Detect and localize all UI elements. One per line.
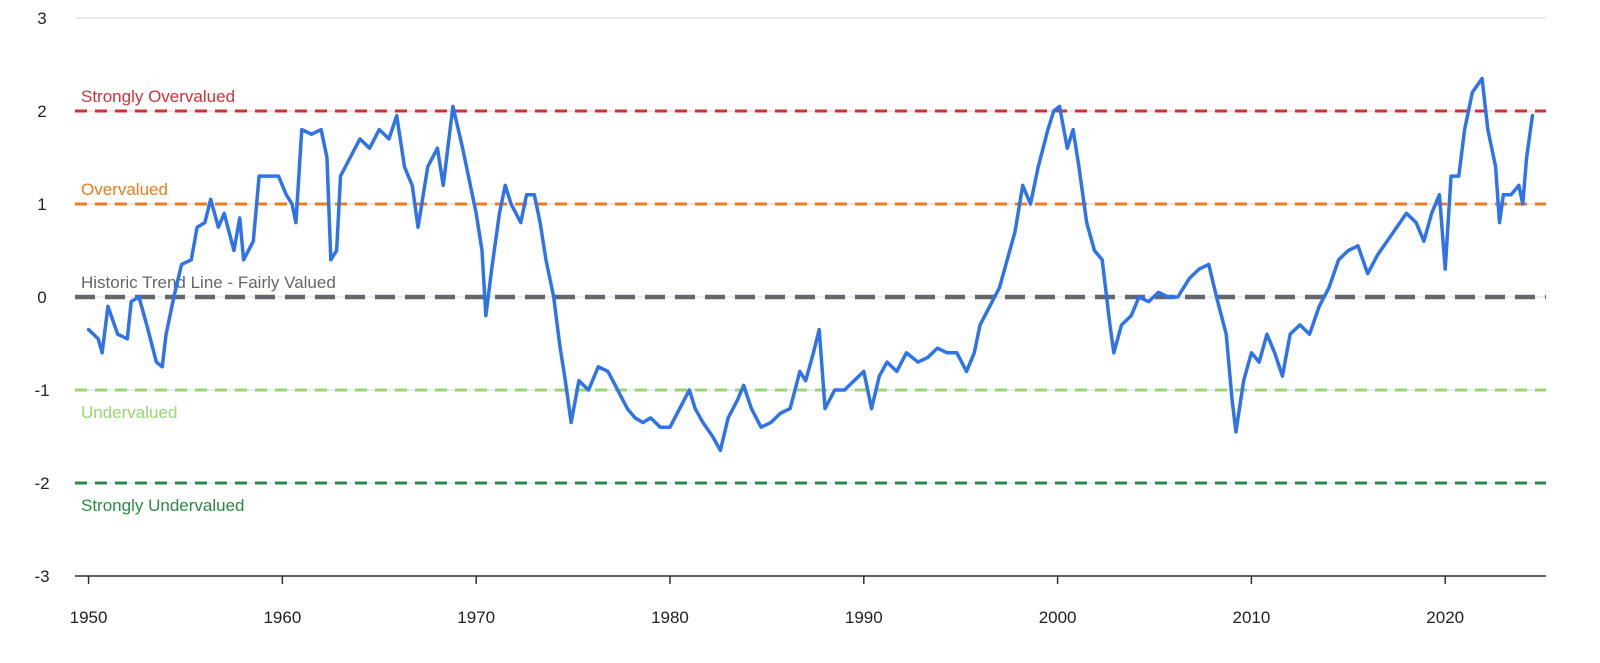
y-tick-label: -2 <box>34 474 49 493</box>
y-tick-label: 2 <box>37 102 46 121</box>
x-tick-label: 2000 <box>1039 608 1077 627</box>
y-tick-label: 0 <box>37 288 46 307</box>
reference-label: Strongly Undervalued <box>81 496 244 515</box>
reference-label: Overvalued <box>81 180 168 199</box>
reference-label: Undervalued <box>81 403 177 422</box>
x-tick-label: 1990 <box>845 608 883 627</box>
y-tick-label: -1 <box>34 381 49 400</box>
x-tick-label: 1970 <box>457 608 495 627</box>
y-tick-label: 1 <box>37 195 46 214</box>
y-tick-label: -3 <box>34 567 49 586</box>
y-tick-label: 3 <box>37 9 46 28</box>
x-tick-label: 1960 <box>263 608 301 627</box>
series-line <box>86 76 1535 453</box>
x-tick-label: 2020 <box>1426 608 1464 627</box>
reference-label: Strongly Overvalued <box>81 87 235 106</box>
x-tick-label: 1980 <box>651 608 689 627</box>
x-tick-label: 2010 <box>1232 608 1270 627</box>
x-tick-label: 1950 <box>70 608 108 627</box>
reference-label: Historic Trend Line - Fairly Valued <box>81 273 336 292</box>
